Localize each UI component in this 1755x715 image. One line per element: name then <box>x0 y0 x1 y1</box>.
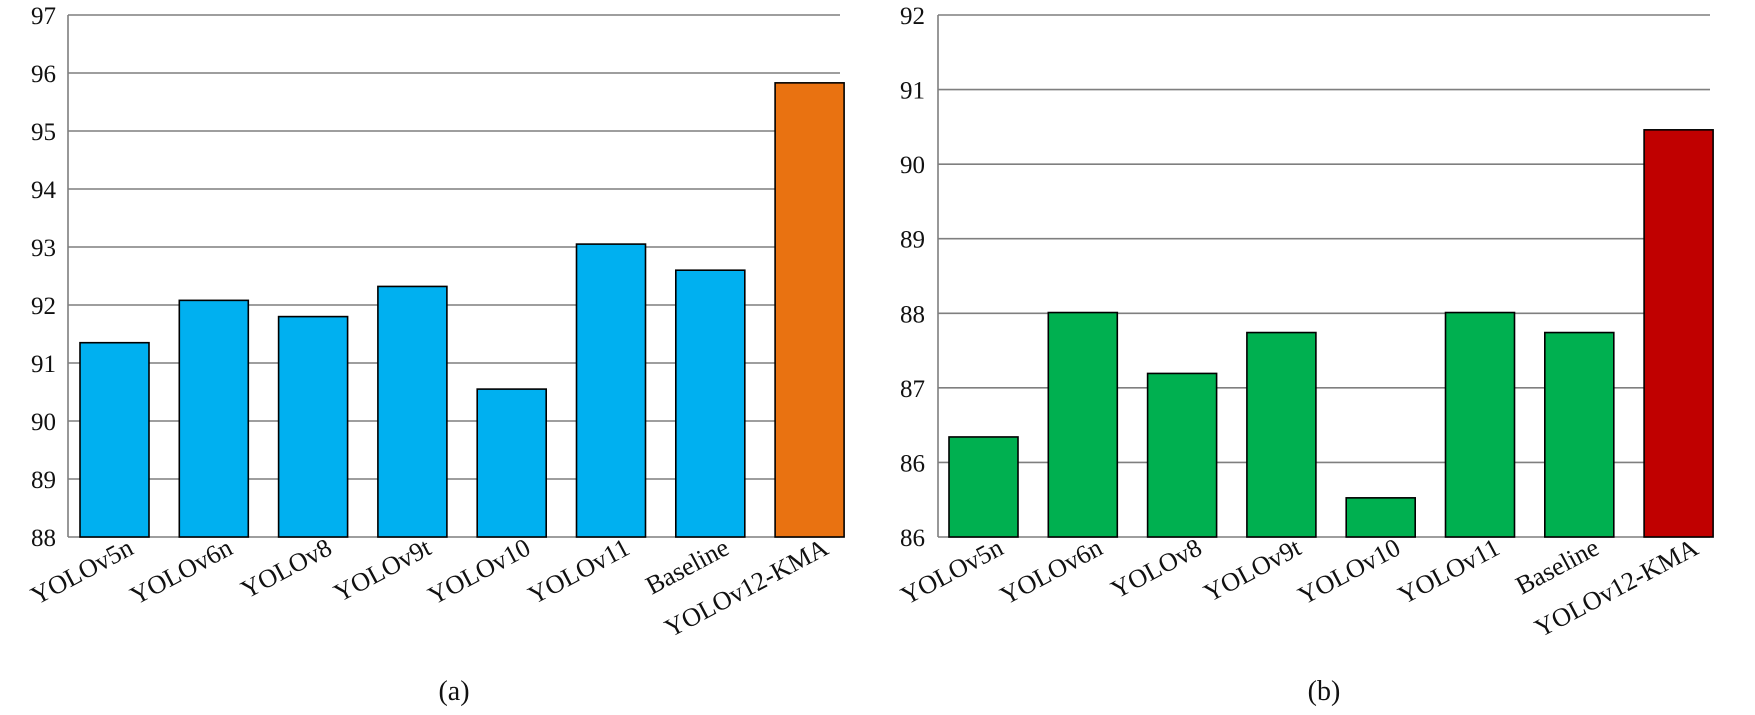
bar <box>1345 497 1416 538</box>
bar <box>674 269 746 538</box>
x-tick-label: YOLOv9t <box>329 532 436 607</box>
bar <box>1444 311 1516 538</box>
x-tick-label: YOLOv11 <box>1393 533 1504 610</box>
bar <box>377 285 448 538</box>
x-tick-label: YOLOv10 <box>423 533 535 611</box>
x-tick-label: YOLOv10 <box>1293 533 1405 611</box>
y-tick-label: 92 <box>31 293 56 320</box>
x-tick-label: YOLOv11 <box>523 533 634 610</box>
y-tick-label: 97 <box>31 3 56 30</box>
y-tick-label: 86 <box>900 525 925 552</box>
y-tick-label: 88 <box>31 525 56 552</box>
bar <box>1047 311 1119 538</box>
bar <box>1246 331 1317 538</box>
x-tick-label: YOLOv12-KMA <box>660 533 833 643</box>
x-tick-label: YOLOv8 <box>236 533 336 605</box>
y-tick-label: 86 <box>900 450 925 477</box>
bar <box>1643 129 1714 538</box>
chart-caption: (b) <box>1308 676 1341 707</box>
y-tick-label: 96 <box>31 61 56 88</box>
bar <box>476 388 548 538</box>
y-tick-label: 89 <box>31 467 56 494</box>
y-tick-label: 94 <box>31 177 57 204</box>
bar <box>948 436 1019 538</box>
y-tick-label: 92 <box>900 3 925 30</box>
x-tick-label: YOLOv6n <box>125 533 237 611</box>
y-tick-label: 91 <box>31 351 56 378</box>
y-tick-label: 87 <box>900 376 925 403</box>
bar <box>774 82 845 538</box>
bar <box>79 341 150 538</box>
bar <box>178 299 250 538</box>
bar <box>575 243 647 538</box>
y-tick-label: 95 <box>31 119 56 146</box>
x-tick-label: YOLOv6n <box>995 533 1107 611</box>
x-tick-label: YOLOv8 <box>1106 533 1206 605</box>
chart-b: 8686878889909192YOLOv5nYOLOv6nYOLOv8YOLO… <box>896 3 1714 707</box>
y-tick-label: 90 <box>31 409 56 436</box>
x-tick-label: YOLOv12-KMA <box>1530 533 1703 643</box>
x-tick-label: YOLOv9t <box>1199 532 1306 607</box>
y-tick-label: 90 <box>900 152 925 179</box>
bar <box>1146 372 1218 538</box>
chart-a: 88899091929394959697YOLOv5nYOLOv6nYOLOv8… <box>26 3 845 707</box>
y-tick-label: 93 <box>31 235 56 262</box>
y-tick-label: 89 <box>900 227 925 254</box>
bar <box>277 315 349 538</box>
chart-caption: (a) <box>438 676 469 707</box>
bar <box>1544 331 1615 538</box>
y-tick-label: 88 <box>900 301 925 328</box>
y-tick-label: 91 <box>900 78 925 105</box>
